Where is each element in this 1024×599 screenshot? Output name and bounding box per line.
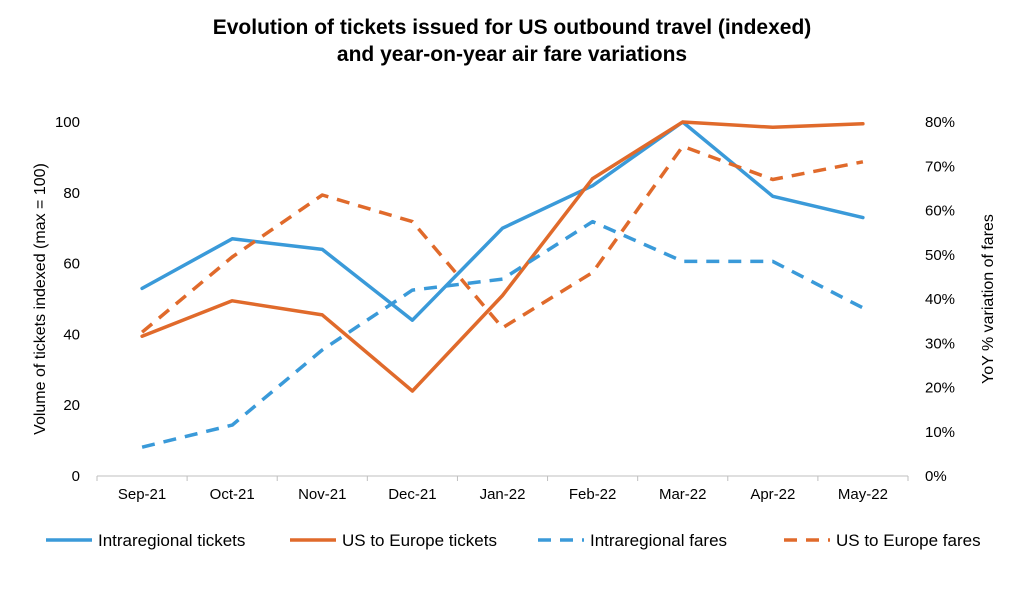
y-tick-label: 80 (63, 185, 80, 202)
legend-label-4: US to Europe fares (836, 531, 981, 550)
y2-tick-label: 10% (925, 424, 955, 441)
y-tick-label: 40 (63, 326, 80, 343)
x-tick-label: Feb-22 (569, 486, 617, 503)
y-tick-label: 100 (55, 114, 80, 131)
y-tick-label: 0 (72, 468, 80, 485)
series-lines (140, 120, 865, 449)
x-tick-label: Jan-22 (480, 486, 526, 503)
chart-title-line-1: Evolution of tickets issued for US outbo… (212, 16, 812, 39)
y2-tick-label: 40% (925, 291, 955, 308)
x-tick-label: Nov-21 (298, 486, 346, 503)
legend-label-2: US to Europe tickets (342, 531, 497, 550)
y2-tick-label: 30% (925, 335, 955, 352)
chart-title: Evolution of tickets issued for US outbo… (0, 14, 1024, 68)
series-line-2 (140, 120, 865, 393)
y-tick-label: 20 (63, 397, 80, 414)
y2-tick-label: 70% (925, 158, 955, 175)
y-axis-title: Volume of tickets indexed (max = 100) (32, 163, 49, 435)
legend: Intraregional tickets US to Europe ticket… (46, 531, 981, 550)
x-tick-label: Apr-22 (750, 486, 795, 503)
chart-title-line-2: and year-on-year air fare variations (336, 43, 688, 66)
y2-tick-label: 0% (925, 468, 947, 485)
y2-axis-title: YoY % variation of fares (980, 214, 997, 384)
series-line-1 (140, 120, 865, 322)
axes: Sep-21 Oct-21 Nov-21 Dec-21 Jan-22 Feb-22 Mar-… (32, 114, 997, 503)
x-tick-label: Dec-21 (388, 486, 436, 503)
x-tick-label: May-22 (838, 486, 888, 503)
y-tick-label: 60 (63, 256, 80, 273)
legend-label-3: Intraregional fares (590, 531, 727, 550)
x-tick-label: Sep-21 (118, 486, 166, 503)
y2-tick-label: 20% (925, 380, 955, 397)
y2-tick-label: 80% (925, 114, 955, 131)
y2-tick-label: 50% (925, 247, 955, 264)
y2-tick-label: 60% (925, 203, 955, 220)
legend-label-1: Intraregional tickets (98, 531, 245, 550)
series-line-3 (141, 219, 864, 449)
x-tick-label: Mar-22 (659, 486, 707, 503)
x-tick-label: Oct-21 (210, 486, 255, 503)
